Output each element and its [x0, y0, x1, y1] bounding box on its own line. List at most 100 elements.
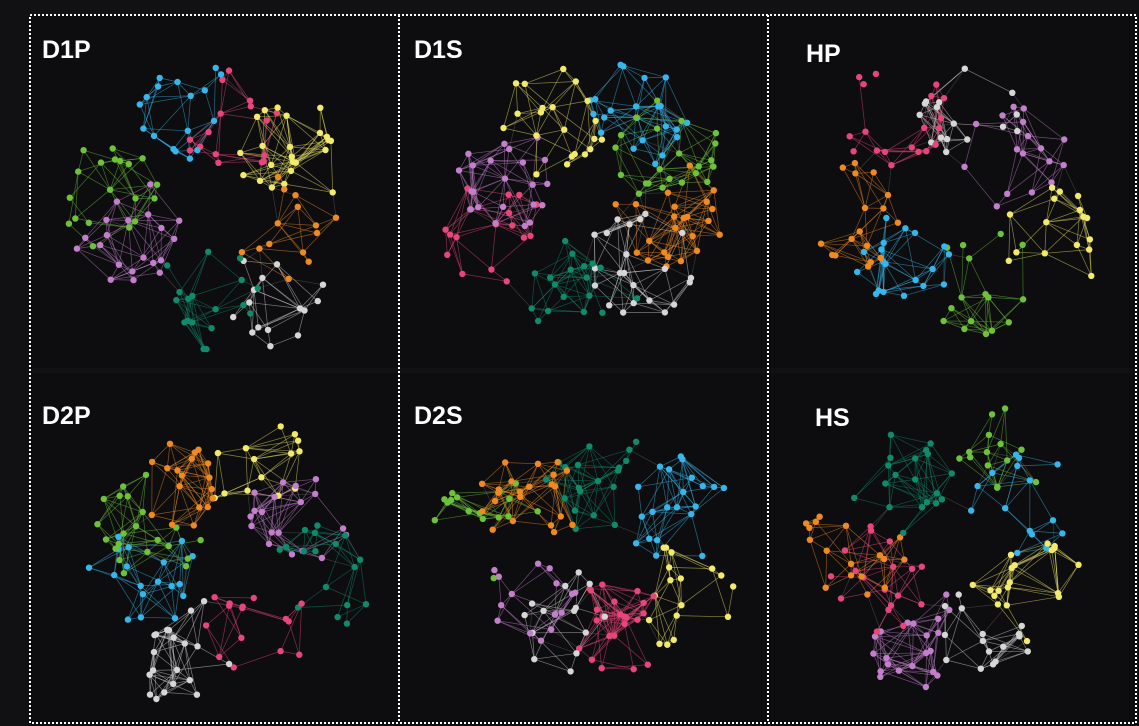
node-purple [498, 602, 504, 608]
node-pink [248, 103, 254, 109]
node-purple [116, 262, 122, 268]
node-purple [520, 159, 526, 165]
node-pink [527, 233, 533, 239]
node-yellow [1042, 250, 1048, 256]
node-yellow [288, 450, 294, 456]
node-green [985, 294, 991, 300]
node-blue [652, 161, 658, 167]
node-teal [912, 455, 918, 461]
node-pink [277, 648, 283, 654]
node-gray [267, 343, 273, 349]
node-teal [185, 296, 191, 302]
node-teal [568, 267, 574, 273]
node-gray [153, 696, 159, 702]
node-purple [500, 204, 506, 210]
node-blue [1027, 477, 1033, 483]
node-blue [185, 128, 191, 134]
node-orange [510, 518, 516, 524]
node-orange [832, 252, 838, 258]
node-green [126, 161, 132, 167]
node-yellow [564, 161, 570, 167]
node-blue [177, 581, 183, 587]
node-pink [941, 95, 947, 101]
node-purple [1014, 146, 1020, 152]
node-blue [140, 591, 146, 597]
node-blue [649, 509, 655, 515]
node-yellow [274, 104, 280, 110]
node-pink [936, 125, 942, 131]
node-orange [634, 250, 640, 256]
node-teal [277, 547, 283, 553]
node-orange [687, 162, 693, 168]
node-teal [314, 522, 320, 528]
node-green [449, 490, 455, 496]
node-yellow [292, 431, 298, 437]
node-green [125, 493, 131, 499]
node-green [1004, 457, 1010, 463]
node-orange [551, 529, 557, 535]
node-pink [645, 662, 651, 668]
node-orange [535, 461, 541, 467]
node-orange [526, 484, 532, 490]
node-pink [623, 615, 629, 621]
node-pink [634, 617, 640, 623]
node-orange [864, 591, 870, 597]
node-purple [145, 211, 151, 217]
node-yellow [278, 423, 284, 429]
node-blue [901, 293, 907, 299]
node-purple [1029, 189, 1035, 195]
node-orange [306, 259, 312, 265]
node-green [966, 255, 972, 261]
node-gray [188, 607, 194, 613]
node-pink [599, 665, 605, 671]
node-gray [630, 282, 636, 288]
node-orange [803, 520, 809, 526]
node-pink [298, 600, 304, 606]
node-blue [174, 79, 180, 85]
node-teal [173, 297, 179, 303]
node-green [151, 195, 157, 201]
node-purple [491, 567, 497, 573]
node-orange [711, 187, 717, 193]
node-green [654, 98, 660, 104]
node-orange [694, 248, 700, 254]
node-gray [614, 216, 620, 222]
node-teal [584, 274, 590, 280]
node-yellow [664, 642, 670, 648]
node-yellow [584, 98, 590, 104]
node-pink [882, 149, 888, 155]
node-yellow [237, 150, 243, 156]
node-green [657, 166, 663, 172]
node-orange [646, 238, 652, 244]
node-pink [909, 566, 915, 572]
node-purple [271, 494, 277, 500]
node-yellow [322, 147, 328, 153]
node-orange [818, 241, 824, 247]
node-orange [179, 472, 185, 478]
node-pink [874, 628, 880, 634]
node-yellow [268, 162, 274, 168]
node-pink [874, 147, 880, 153]
node-gray [521, 612, 527, 618]
node-green [984, 449, 990, 455]
node-orange [852, 170, 858, 176]
node-yellow [513, 80, 519, 86]
node-blue [880, 289, 886, 295]
node-gray [944, 136, 950, 142]
node-purple [259, 509, 265, 515]
node-teal [240, 302, 246, 308]
node-orange [885, 192, 891, 198]
node-purple [538, 638, 544, 644]
node-yellow [254, 114, 260, 120]
node-teal [933, 500, 939, 506]
node-teal [176, 289, 182, 295]
node-purple [251, 508, 257, 514]
node-pink [918, 601, 924, 607]
node-gray [992, 658, 998, 664]
node-gray [943, 149, 949, 155]
node-green [989, 328, 995, 334]
node-orange [881, 556, 887, 562]
node-pink [459, 271, 465, 277]
node-blue [1014, 463, 1020, 469]
